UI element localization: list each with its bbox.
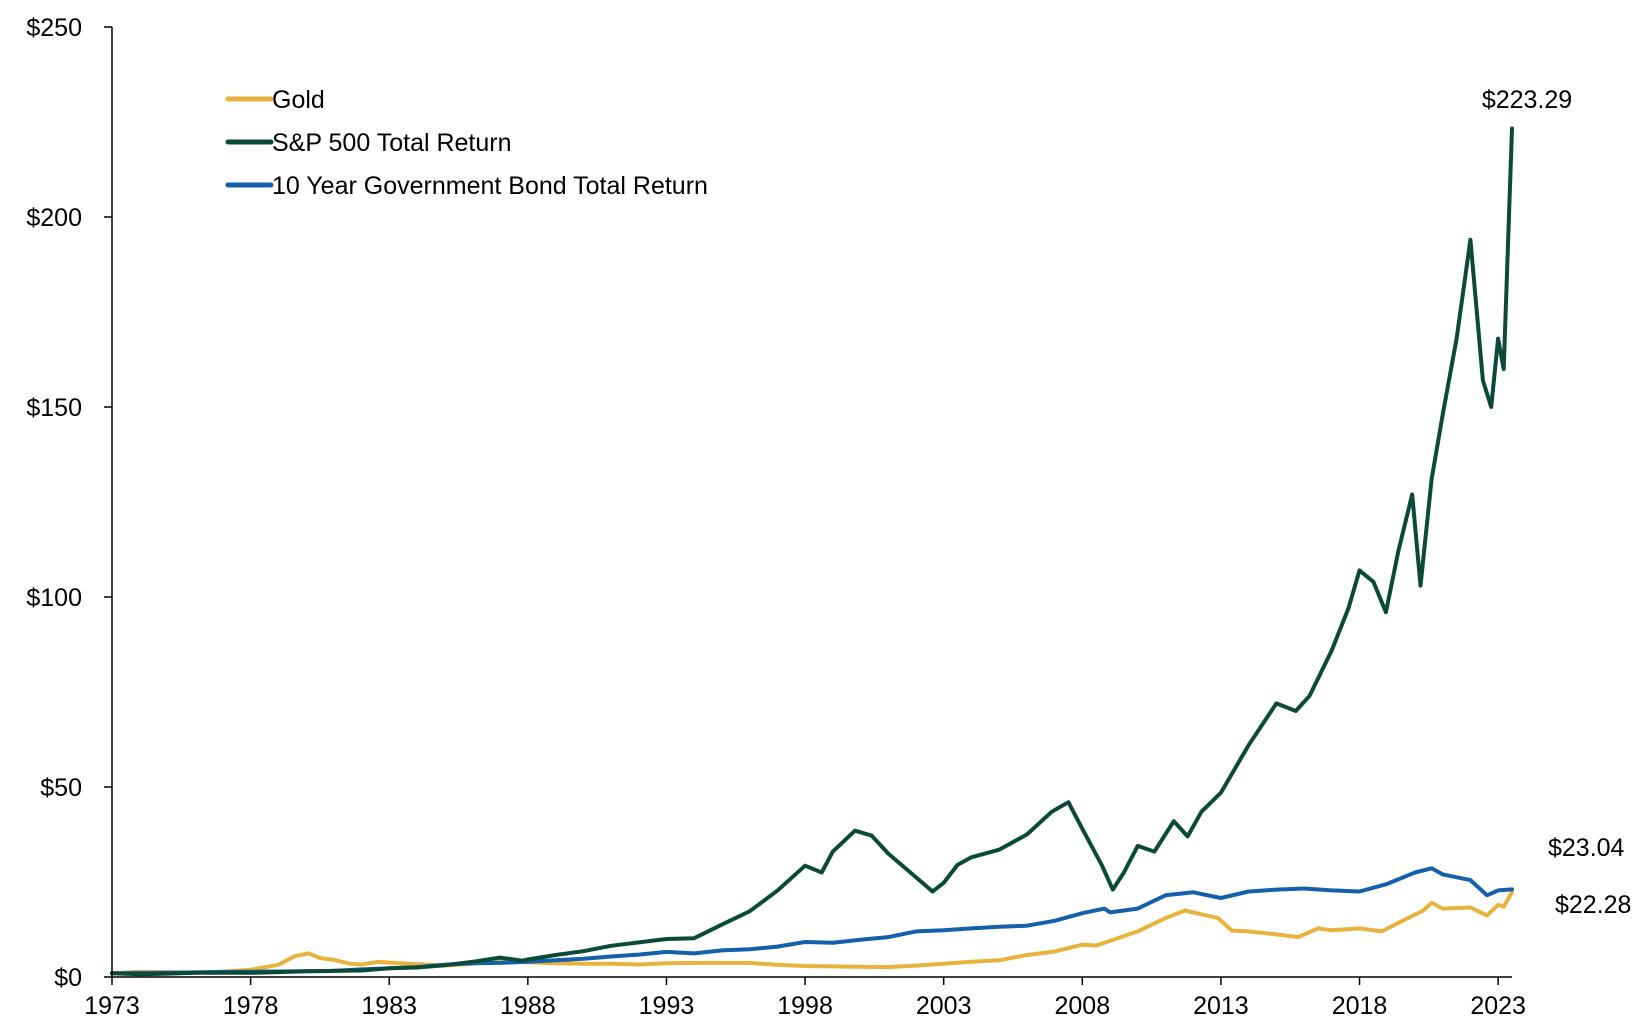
series-layer	[110, 126, 1514, 977]
y-tick-label: $250	[26, 14, 82, 42]
legend-label: 10 Year Government Bond Total Return	[272, 172, 708, 200]
axes-layer: $0 $50 $100 $150 $200 $250 1973 1978 1983 1988 199…	[26, 14, 1526, 1020]
series-line-gold	[110, 890, 1514, 976]
y-tick-label: $100	[26, 584, 82, 612]
x-tick-label: 1973	[84, 992, 140, 1020]
x-tick-label: 2018	[1332, 992, 1388, 1020]
x-tick-label: 2013	[1193, 992, 1249, 1020]
end-value-label: $22.28	[1555, 891, 1631, 919]
x-tick-label: 1978	[223, 992, 279, 1020]
x-tick-label: 1988	[500, 992, 556, 1020]
x-tick-label: 2008	[1054, 992, 1110, 1020]
end-labels: $22.28 $223.29 $23.04	[1482, 86, 1632, 919]
y-tick-label: $200	[26, 204, 82, 232]
x-tick-label: 2003	[916, 992, 972, 1020]
end-value-label: $223.29	[1482, 86, 1572, 114]
x-tick-label: 1983	[361, 992, 417, 1020]
x-tick-label: 1993	[639, 992, 695, 1020]
x-tick-label: 1998	[777, 992, 833, 1020]
x-tick-label: 2023	[1470, 992, 1526, 1020]
y-tick-label: $50	[40, 774, 82, 802]
y-tick-label: $0	[54, 964, 82, 992]
legend-label: Gold	[272, 86, 325, 114]
legend: Gold S&P 500 Total Return 10 Year Governme…	[225, 86, 708, 200]
series-line-s-p-500-total-return	[110, 126, 1514, 977]
y-tick-label: $150	[26, 394, 82, 422]
legend-label: S&P 500 Total Return	[272, 129, 512, 157]
end-value-label: $23.04	[1548, 834, 1625, 862]
